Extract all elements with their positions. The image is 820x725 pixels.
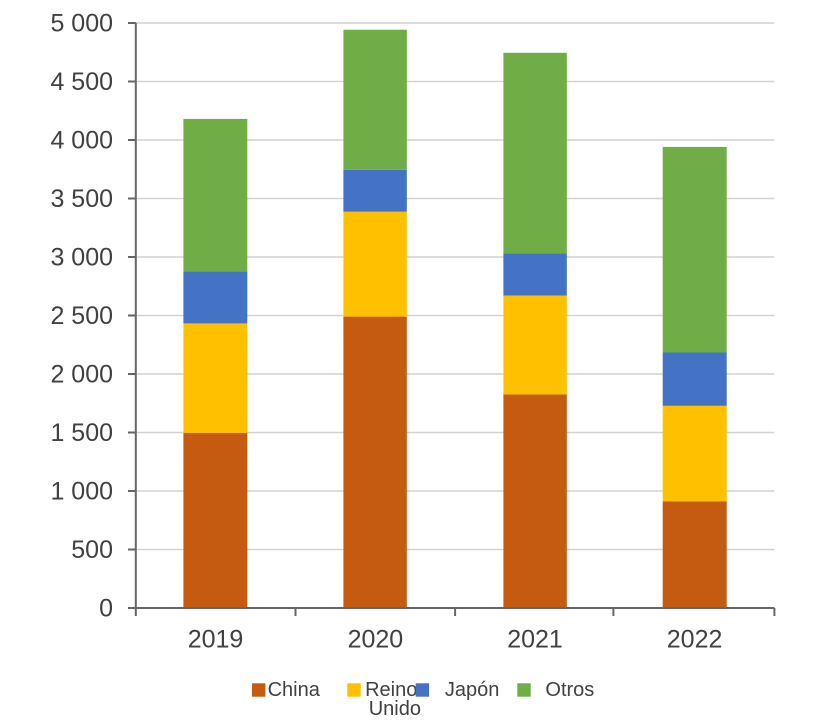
svg-text:2021: 2021	[507, 625, 563, 653]
svg-text:2020: 2020	[348, 625, 404, 653]
svg-text:Otros: Otros	[545, 679, 594, 701]
svg-text:2019: 2019	[188, 625, 244, 653]
svg-text:China: China	[268, 679, 321, 701]
svg-text:0: 0	[99, 595, 113, 623]
svg-text:1 500: 1 500	[50, 419, 113, 447]
svg-text:2 000: 2 000	[50, 361, 113, 389]
svg-text:4 000: 4 000	[50, 127, 113, 155]
svg-text:Unido: Unido	[369, 698, 421, 720]
svg-text:5 000: 5 000	[50, 10, 113, 38]
svg-text:3 000: 3 000	[50, 244, 113, 272]
svg-text:2 500: 2 500	[50, 302, 113, 330]
svg-text:3 500: 3 500	[50, 185, 113, 213]
svg-text:4 500: 4 500	[50, 68, 113, 96]
svg-text:Reino: Reino	[365, 679, 417, 701]
svg-text:Japón: Japón	[445, 679, 500, 701]
svg-text:500: 500	[71, 536, 113, 564]
svg-text:1 000: 1 000	[50, 478, 113, 506]
svg-text:2022: 2022	[667, 625, 723, 653]
